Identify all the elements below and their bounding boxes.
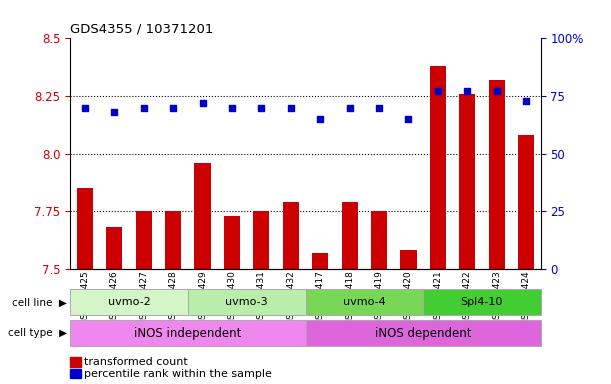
Bar bbox=[165, 211, 181, 269]
Bar bbox=[224, 216, 240, 269]
Bar bbox=[283, 202, 299, 269]
Text: iNOS dependent: iNOS dependent bbox=[375, 327, 471, 339]
Text: percentile rank within the sample: percentile rank within the sample bbox=[84, 369, 271, 379]
Point bbox=[315, 116, 325, 122]
Point bbox=[227, 104, 237, 111]
Bar bbox=[194, 163, 211, 269]
Point bbox=[139, 104, 148, 111]
Point bbox=[80, 104, 90, 111]
Bar bbox=[518, 135, 534, 269]
Text: uvmo-3: uvmo-3 bbox=[225, 297, 268, 308]
Point bbox=[374, 104, 384, 111]
Text: cell line  ▶: cell line ▶ bbox=[12, 297, 67, 308]
Bar bbox=[430, 66, 446, 269]
Point bbox=[109, 109, 119, 115]
Point bbox=[286, 104, 296, 111]
Bar bbox=[106, 227, 122, 269]
Text: cell type  ▶: cell type ▶ bbox=[8, 328, 67, 338]
Point bbox=[257, 104, 266, 111]
Text: uvmo-4: uvmo-4 bbox=[343, 297, 386, 308]
Bar bbox=[371, 211, 387, 269]
Bar bbox=[459, 94, 475, 269]
Point bbox=[168, 104, 178, 111]
Bar bbox=[342, 202, 357, 269]
Bar bbox=[70, 290, 188, 315]
Bar bbox=[306, 320, 541, 346]
Text: GDS4355 / 10371201: GDS4355 / 10371201 bbox=[70, 23, 214, 36]
Bar bbox=[306, 290, 423, 315]
Bar bbox=[312, 253, 328, 269]
Bar bbox=[188, 290, 306, 315]
Point bbox=[345, 104, 354, 111]
Point bbox=[521, 98, 531, 104]
Point bbox=[463, 88, 472, 94]
Bar bbox=[70, 320, 306, 346]
Text: transformed count: transformed count bbox=[84, 357, 188, 367]
Bar bbox=[489, 80, 505, 269]
Bar bbox=[400, 250, 417, 269]
Point bbox=[433, 88, 443, 94]
Point bbox=[198, 100, 208, 106]
Text: Spl4-10: Spl4-10 bbox=[461, 297, 503, 308]
Bar bbox=[254, 211, 269, 269]
Bar bbox=[423, 290, 541, 315]
Text: uvmo-2: uvmo-2 bbox=[108, 297, 150, 308]
Text: iNOS independent: iNOS independent bbox=[134, 327, 241, 339]
Bar bbox=[77, 188, 93, 269]
Bar bbox=[136, 211, 152, 269]
Point bbox=[492, 88, 502, 94]
Point bbox=[403, 116, 413, 122]
